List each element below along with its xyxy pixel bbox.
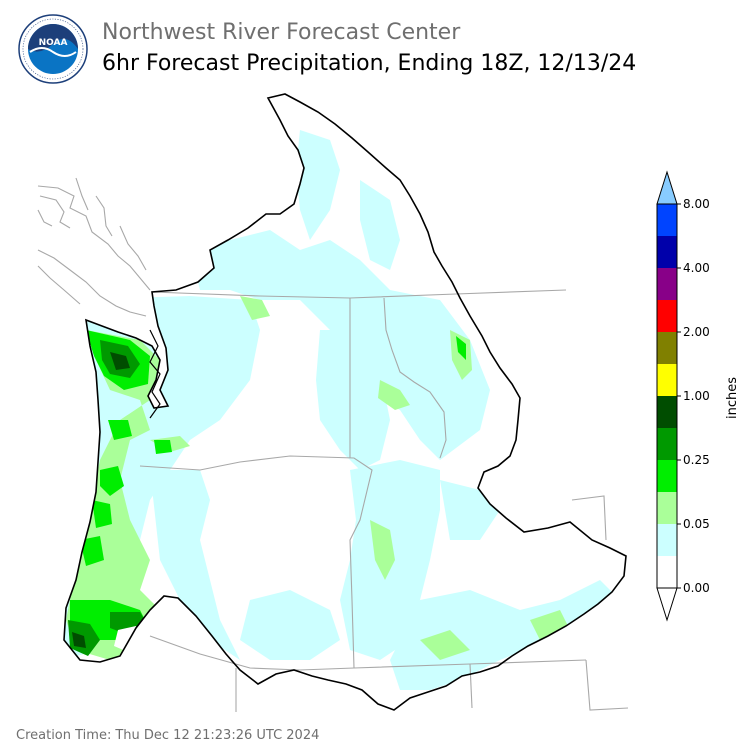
colorbar-tick-label: 4.00 [683, 261, 710, 275]
colorbar-tick-label: 0.05 [683, 517, 710, 531]
colorbar-segment [657, 428, 677, 460]
product-title: 6hr Forecast Precipitation, Ending 18Z, … [102, 51, 637, 76]
colorbar-segment [657, 268, 677, 300]
colorbar-tick-label: 1.00 [683, 389, 710, 403]
colorbar-tick-label: 8.00 [683, 197, 710, 211]
state-boundaries [139, 289, 629, 712]
creation-time-label: Creation Time: [16, 728, 112, 743]
coastline [37, 177, 151, 317]
colorbar-tick-label: 0.25 [683, 453, 710, 467]
colorbar-over-triangle [656, 170, 678, 205]
colorbar-tick-label: 2.00 [683, 325, 710, 339]
creation-time: Creation Time: Thu Dec 12 21:23:26 UTC 20… [16, 728, 323, 743]
colorbar-segment [657, 524, 677, 556]
colorbar-segment [657, 556, 677, 588]
colorbar-unit-label: inches [725, 377, 740, 419]
colorbar-ticks: 0.00 0.05 0.25 1.00 2.00 4.00 8.00 [677, 197, 710, 595]
colorbar-segment [657, 204, 677, 236]
colorbar-tick-label: 0.00 [683, 581, 710, 595]
noaa-logo: NOAA [18, 14, 88, 84]
colorbar-segment [657, 460, 677, 492]
colorbar-segment [657, 396, 677, 428]
colorbar-segment [657, 492, 677, 524]
logo-text: NOAA [39, 38, 68, 48]
creation-time-value: Thu Dec 12 21:23:26 UTC 2024 [115, 728, 320, 743]
colorbar: 0.00 0.05 0.25 1.00 2.00 4.00 8.00 inches [656, 170, 740, 622]
colorbar-segment [657, 300, 677, 332]
colorbar-segment [657, 236, 677, 268]
colorbar-under-triangle [656, 587, 678, 622]
puget-sound [149, 329, 161, 419]
colorbar-segment [657, 332, 677, 364]
colorbar-segments [656, 203, 678, 589]
precip-field [64, 130, 620, 690]
organization-title: Northwest River Forecast Center [102, 20, 461, 45]
colorbar-segment [657, 364, 677, 396]
